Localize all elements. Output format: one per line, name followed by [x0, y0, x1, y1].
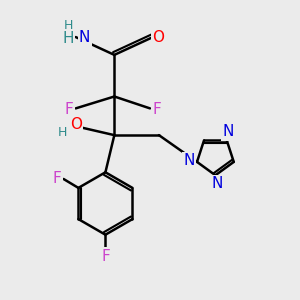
- Text: N: N: [211, 176, 223, 191]
- Text: O: O: [70, 117, 82, 132]
- Text: O: O: [152, 30, 164, 45]
- Text: N: N: [79, 30, 90, 45]
- Text: F: F: [52, 172, 62, 187]
- Text: H: H: [58, 126, 67, 139]
- Text: F: F: [101, 249, 110, 264]
- Text: H: H: [62, 31, 74, 46]
- Text: N: N: [183, 153, 194, 168]
- Text: N: N: [223, 124, 234, 140]
- Text: F: F: [65, 102, 74, 117]
- Text: H: H: [64, 19, 73, 32]
- Text: F: F: [152, 102, 161, 117]
